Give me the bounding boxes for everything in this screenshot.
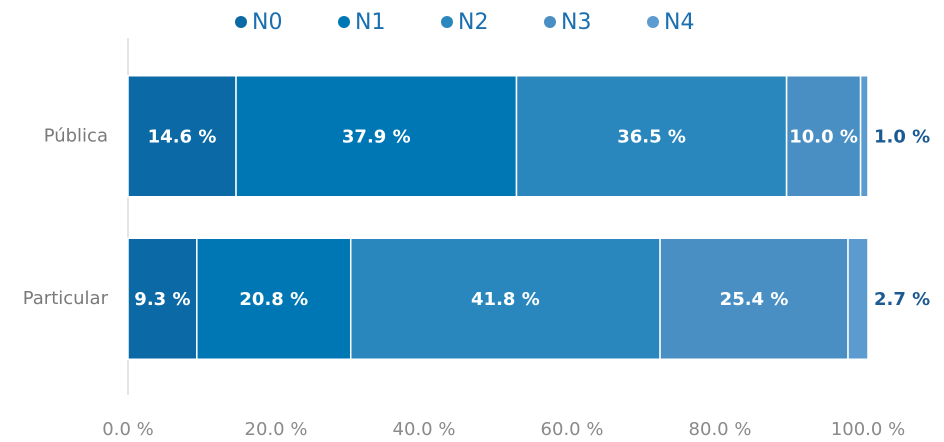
bar-segment	[659, 237, 849, 360]
bar-segment	[235, 75, 518, 198]
legend-marker	[338, 16, 350, 28]
legend-marker	[647, 16, 659, 28]
bar-segment	[859, 75, 869, 198]
value-label: 37.9 %	[342, 126, 411, 147]
value-label: 1.0 %	[874, 126, 930, 147]
value-label: 41.8 %	[471, 289, 540, 310]
legend-marker	[441, 16, 453, 28]
bar-segment	[515, 75, 788, 198]
legend-label: N4	[664, 10, 694, 35]
legend-label: N1	[355, 10, 385, 35]
x-tick-label: 100.0 %	[831, 419, 905, 440]
bar-segment	[847, 237, 869, 360]
category-label: Pública	[44, 125, 108, 146]
x-tick-label: 0.0 %	[102, 419, 153, 440]
bar-segment	[196, 237, 352, 360]
value-label: 2.7 %	[874, 289, 930, 310]
x-tick-label: 20.0 %	[245, 419, 308, 440]
legend-label: N3	[561, 10, 591, 35]
value-label: 20.8 %	[239, 289, 308, 310]
x-tick-label: 60.0 %	[541, 419, 604, 440]
value-label: 14.6 %	[148, 126, 217, 147]
value-label: 10.0 %	[789, 126, 858, 147]
value-label: 36.5 %	[617, 126, 686, 147]
value-label: 25.4 %	[720, 289, 789, 310]
legend-label: N2	[458, 10, 488, 35]
value-label: 9.3 %	[134, 289, 190, 310]
legend-label: N0	[252, 10, 282, 35]
legend-marker	[235, 16, 247, 28]
x-tick-label: 80.0 %	[689, 419, 752, 440]
category-label: Particular	[23, 288, 109, 309]
x-tick-label: 40.0 %	[393, 419, 456, 440]
legend-marker	[544, 16, 556, 28]
